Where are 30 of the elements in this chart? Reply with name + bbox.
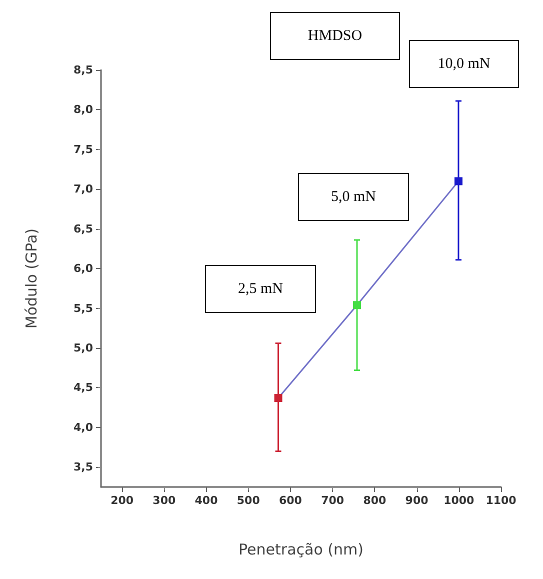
annotation: 2,5 mN bbox=[205, 265, 316, 313]
x-tick-label: 700 bbox=[321, 494, 344, 507]
x-tick-label: 600 bbox=[278, 494, 302, 507]
annotation: 5,0 mN bbox=[298, 173, 409, 221]
y-tick-label: 4,0 bbox=[74, 420, 94, 434]
y-tick-label: 7,5 bbox=[74, 142, 93, 156]
x-tick-label: 200 bbox=[110, 494, 134, 507]
x-tick-label: 1100 bbox=[486, 494, 517, 507]
y-tick-label: 8,5 bbox=[74, 64, 93, 76]
x-tick-label: 500 bbox=[236, 494, 260, 507]
x-tick-label: 900 bbox=[405, 494, 429, 507]
text: HMDSO bbox=[270, 12, 400, 60]
y-tick-label: 6,5 bbox=[74, 222, 93, 236]
y-tick-label: 7,0 bbox=[74, 182, 94, 196]
y-tick-label: 4,5 bbox=[74, 381, 93, 394]
x-tick-label: 400 bbox=[194, 494, 218, 507]
point bbox=[353, 301, 361, 310]
x-tick-label: 800 bbox=[363, 494, 387, 507]
y-axis-title: Módulo (GPa) bbox=[22, 228, 40, 329]
y-tick-label: 5,5 bbox=[74, 302, 93, 315]
x-tick-label: 1000 bbox=[444, 494, 475, 507]
y-tick-label: 6,0 bbox=[74, 262, 94, 276]
annotation: 10,0 mN bbox=[409, 40, 519, 88]
point bbox=[454, 177, 462, 186]
y-tick-label: 3,5 bbox=[74, 460, 93, 474]
x-axis-title: Penetração (nm) bbox=[238, 540, 364, 558]
y-tick-label: 5,0 bbox=[74, 342, 94, 354]
x-tick-label: 300 bbox=[152, 494, 176, 507]
point bbox=[274, 394, 282, 402]
y-tick-label: 8,0 bbox=[74, 103, 94, 116]
